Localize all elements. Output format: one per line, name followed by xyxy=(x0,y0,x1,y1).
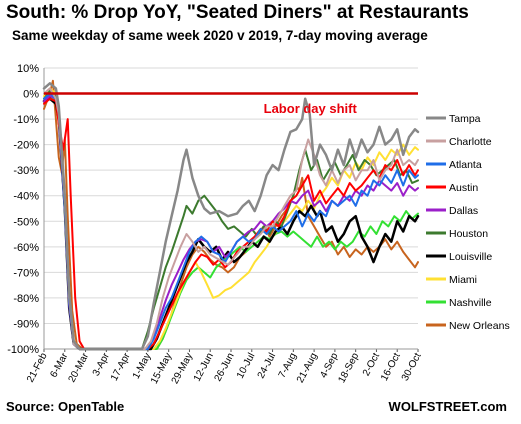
series-line-miami xyxy=(43,87,419,350)
legend-label: Miami xyxy=(449,274,477,286)
series-lines xyxy=(42,79,420,351)
legend-label: Nashville xyxy=(449,297,492,309)
legend-label: Dallas xyxy=(449,205,478,217)
y-tick-label: -100% xyxy=(7,344,39,356)
series-line-houston xyxy=(43,90,419,350)
x-tick-label: 30-Oct xyxy=(400,351,424,383)
series-line-charlotte xyxy=(43,87,419,350)
x-tick-label: 6-Mar xyxy=(48,351,70,380)
x-tick-label: 26-Jun xyxy=(213,351,237,383)
x-tick-label: 3-Apr xyxy=(91,351,113,378)
x-tick-label: 10-Jul xyxy=(235,351,258,380)
labor-day-annotation: Labor day shift xyxy=(264,101,358,116)
legend-label: Houston xyxy=(449,228,488,240)
y-tick-label: -40% xyxy=(13,191,39,203)
y-tick-label: -60% xyxy=(13,242,39,254)
y-tick-label: -90% xyxy=(13,318,39,330)
y-tick-label: -20% xyxy=(13,140,39,152)
legend-label: Charlotte xyxy=(449,136,492,148)
series-line-louisville xyxy=(42,97,420,351)
series-line-tampa xyxy=(42,82,420,351)
legend-label: Louisville xyxy=(449,251,492,263)
chart-title: South: % Drop YoY, "Seated Diners" at Re… xyxy=(6,2,469,23)
legend-label: New Orleans xyxy=(449,320,510,332)
y-tick-label: -70% xyxy=(13,267,39,279)
source-label: Source: OpenTable xyxy=(6,399,125,414)
x-tick-label: 18-Sep xyxy=(336,351,361,385)
series-line-austin xyxy=(43,97,419,350)
y-tick-label: -50% xyxy=(13,216,39,228)
grid xyxy=(44,67,418,350)
x-tick-label: 20-Mar xyxy=(67,351,92,385)
axes: 10% 0% -10% -20% -30% -40% -50% -60% -70% -80% -90… xyxy=(7,63,424,386)
series-line-atlanta xyxy=(43,92,419,350)
series-line-dallas xyxy=(43,95,419,350)
legend-label: Tampa xyxy=(449,113,481,125)
x-tick-label: 4-Sep xyxy=(318,351,340,380)
x-tick-label: 17-Apr xyxy=(109,351,133,383)
legend-label: Austin xyxy=(449,182,478,194)
x-tick-label: 7-Aug xyxy=(277,351,299,380)
y-tick-label: -30% xyxy=(13,165,39,177)
x-tick-label: 2-Oct xyxy=(361,351,382,378)
y-tick-label: 10% xyxy=(17,63,39,75)
x-tick-label: 24-Jul xyxy=(256,351,279,380)
brand-label: WOLFSTREET.com xyxy=(388,399,507,414)
legend-label: Atlanta xyxy=(449,159,482,171)
y-tick-label: -80% xyxy=(13,293,39,305)
y-tick-label: 0% xyxy=(23,89,39,101)
series-line-nashville xyxy=(43,95,419,350)
chart-subtitle: Same weekday of same week 2020 v 2019, 7… xyxy=(12,28,428,43)
y-tick-label: -10% xyxy=(13,114,39,126)
legend: Tampa Charlotte Atlanta Austin Dallas Houston… xyxy=(426,113,510,332)
